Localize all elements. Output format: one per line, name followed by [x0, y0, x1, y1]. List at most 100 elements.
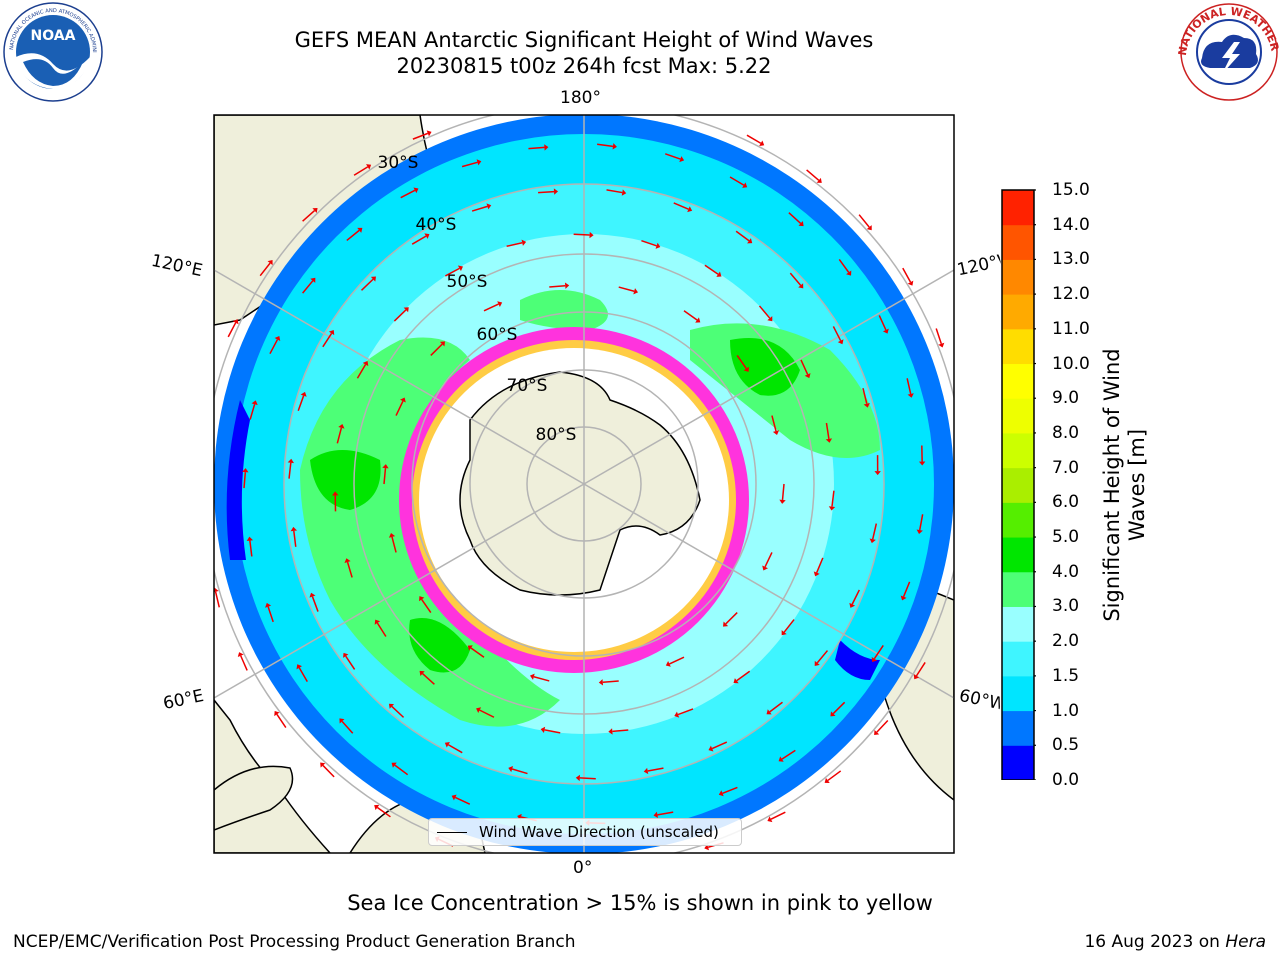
- wave-direction-arrowhead: [296, 664, 303, 670]
- wave-direction-arrowhead: [300, 391, 307, 397]
- wave-direction-arrowhead: [874, 471, 881, 476]
- wave-direction-arrowhead: [798, 283, 804, 289]
- wave-direction-arrowhead: [267, 259, 273, 266]
- wave-direction-arrowhead: [476, 159, 482, 166]
- colorbar-segment: [1002, 537, 1034, 573]
- wave-direction-arrow: [383, 467, 387, 485]
- wave-direction-arrow: [395, 400, 404, 416]
- madagascar-land: [214, 765, 294, 831]
- map-legend: Wind Wave Direction (unscaled): [428, 818, 742, 846]
- antarctica-land: [459, 371, 701, 596]
- wave-direction-arrowhead: [824, 777, 830, 784]
- legend-label: Wind Wave Direction (unscaled): [479, 823, 719, 841]
- wave-direction-arrow: [788, 212, 802, 224]
- wave-direction-arrow: [249, 540, 253, 557]
- wave-direction-arrowhead: [708, 745, 714, 752]
- lon-label-180: 180°: [560, 88, 601, 108]
- wave-direction-arrow: [789, 272, 802, 286]
- wave-direction-arrowhead: [825, 438, 833, 443]
- wave-direction-arrow: [346, 229, 360, 242]
- wave-direction-arrowhead: [674, 711, 680, 718]
- wave-direction-arrow: [764, 552, 773, 568]
- wave-direction-arrow: [249, 404, 256, 420]
- wave-direction-arrow: [391, 536, 397, 553]
- wave-direction-arrowhead: [813, 571, 820, 577]
- wave-direction-arrow: [725, 612, 738, 625]
- wave-direction-arrow: [729, 176, 745, 186]
- wave-direction-arrow: [345, 655, 356, 670]
- footer-producer: NCEP/EMC/Verification Post Processing Pr…: [13, 932, 576, 952]
- wave-direction-arrowhead: [733, 678, 739, 684]
- wave-direction-arrowhead: [598, 679, 604, 686]
- graticule: [214, 115, 954, 853]
- wave-direction-arrow: [346, 561, 353, 578]
- wave-direction-arrowhead: [869, 538, 876, 544]
- colorbar: [1001, 189, 1036, 780]
- colorbar-segment: [1002, 467, 1034, 503]
- wave-direction-arrowhead: [362, 361, 369, 367]
- wave-direction-arrowhead: [655, 242, 661, 249]
- wave-direction-arrowhead: [214, 587, 219, 593]
- wave-direction-arrowhead: [874, 729, 880, 736]
- wave-direction-arrowhead: [621, 189, 627, 196]
- noaa-logo-text: NOAA: [31, 28, 76, 44]
- wave-direction-arrowhead: [742, 182, 748, 188]
- wave-direction-arrow: [336, 427, 343, 444]
- chart-title: GEFS MEAN Antarctic Significant Height o…: [294, 28, 874, 52]
- wave-direction-arrow: [704, 264, 719, 275]
- colorbar-segment: [1002, 190, 1034, 226]
- wave-direction-arrowhead: [679, 156, 685, 163]
- wave-direction-arrowhead: [653, 811, 658, 818]
- wave-direction-arrowhead: [830, 711, 836, 717]
- wave-direction-arrow: [602, 680, 619, 684]
- colorbar-segment: [1002, 294, 1034, 330]
- wave-direction-arrowhead: [237, 652, 244, 658]
- wave-direction-arrow: [873, 644, 884, 660]
- wave-direction-arrow: [758, 305, 771, 319]
- wave-direction-arrowhead: [338, 423, 345, 429]
- colorbar-tick-label: 11.0: [1052, 318, 1090, 339]
- wave-direction-arrowhead: [457, 265, 463, 272]
- wave-direction-arrowhead: [900, 595, 907, 601]
- wave-direction-arrow: [832, 326, 842, 342]
- wave-direction-arrowhead: [439, 341, 446, 347]
- wave-direction-arrow: [906, 378, 912, 395]
- wave-direction-arrow: [919, 514, 924, 531]
- wave-direction-arrowhead: [374, 619, 381, 625]
- wave-direction-arrowhead: [766, 709, 772, 715]
- noaa-logo: NOAA NATIONAL OCEANIC AND ATMOSPHERIC AD…: [3, 2, 103, 102]
- colorbar-segment: [1002, 259, 1034, 295]
- wave-direction-arrowhead: [451, 794, 457, 801]
- wave-direction-arrow: [935, 328, 943, 344]
- wave-direction-arrowhead: [772, 430, 780, 435]
- wave-direction-arrowhead: [837, 339, 844, 345]
- wave-direction-arrow: [412, 132, 429, 140]
- wave-direction-arrow: [825, 422, 830, 439]
- colorbar-tick-label: 0.0: [1052, 770, 1080, 790]
- wave-direction-arrowhead: [374, 804, 380, 811]
- colorbar-segment: [1002, 328, 1034, 365]
- wave-direction-arrow: [606, 189, 623, 194]
- wave-direction-arrowhead: [403, 307, 409, 313]
- wave-direction-arrow: [269, 339, 279, 355]
- colorbar-segment: [1002, 363, 1034, 399]
- wave-direction-arrowhead: [544, 144, 549, 151]
- wave-direction-arrowhead: [918, 461, 926, 466]
- wave-direction-arrow: [470, 647, 485, 658]
- wave-direction-arrow: [360, 278, 374, 291]
- wave-direction-arrowhead: [357, 227, 363, 233]
- colorbar-tick-label: 14.0: [1052, 214, 1090, 235]
- colorbar-tick-label: 1.5: [1052, 665, 1080, 686]
- wave-direction-arrowhead: [391, 762, 397, 768]
- colorbar-segment: [1002, 606, 1034, 642]
- wave-direction-arrowhead: [767, 816, 773, 823]
- wave-direction-arrowhead: [907, 280, 914, 286]
- wave-direction-arrow: [816, 650, 829, 664]
- wave-direction-arrow: [579, 777, 596, 780]
- wave-direction-arrow: [288, 462, 292, 479]
- wave-direction-arrow: [597, 143, 614, 148]
- wave-direction-arrow: [851, 589, 860, 605]
- wave-direction-arrow: [391, 705, 405, 718]
- legend-line-swatch: [437, 832, 467, 833]
